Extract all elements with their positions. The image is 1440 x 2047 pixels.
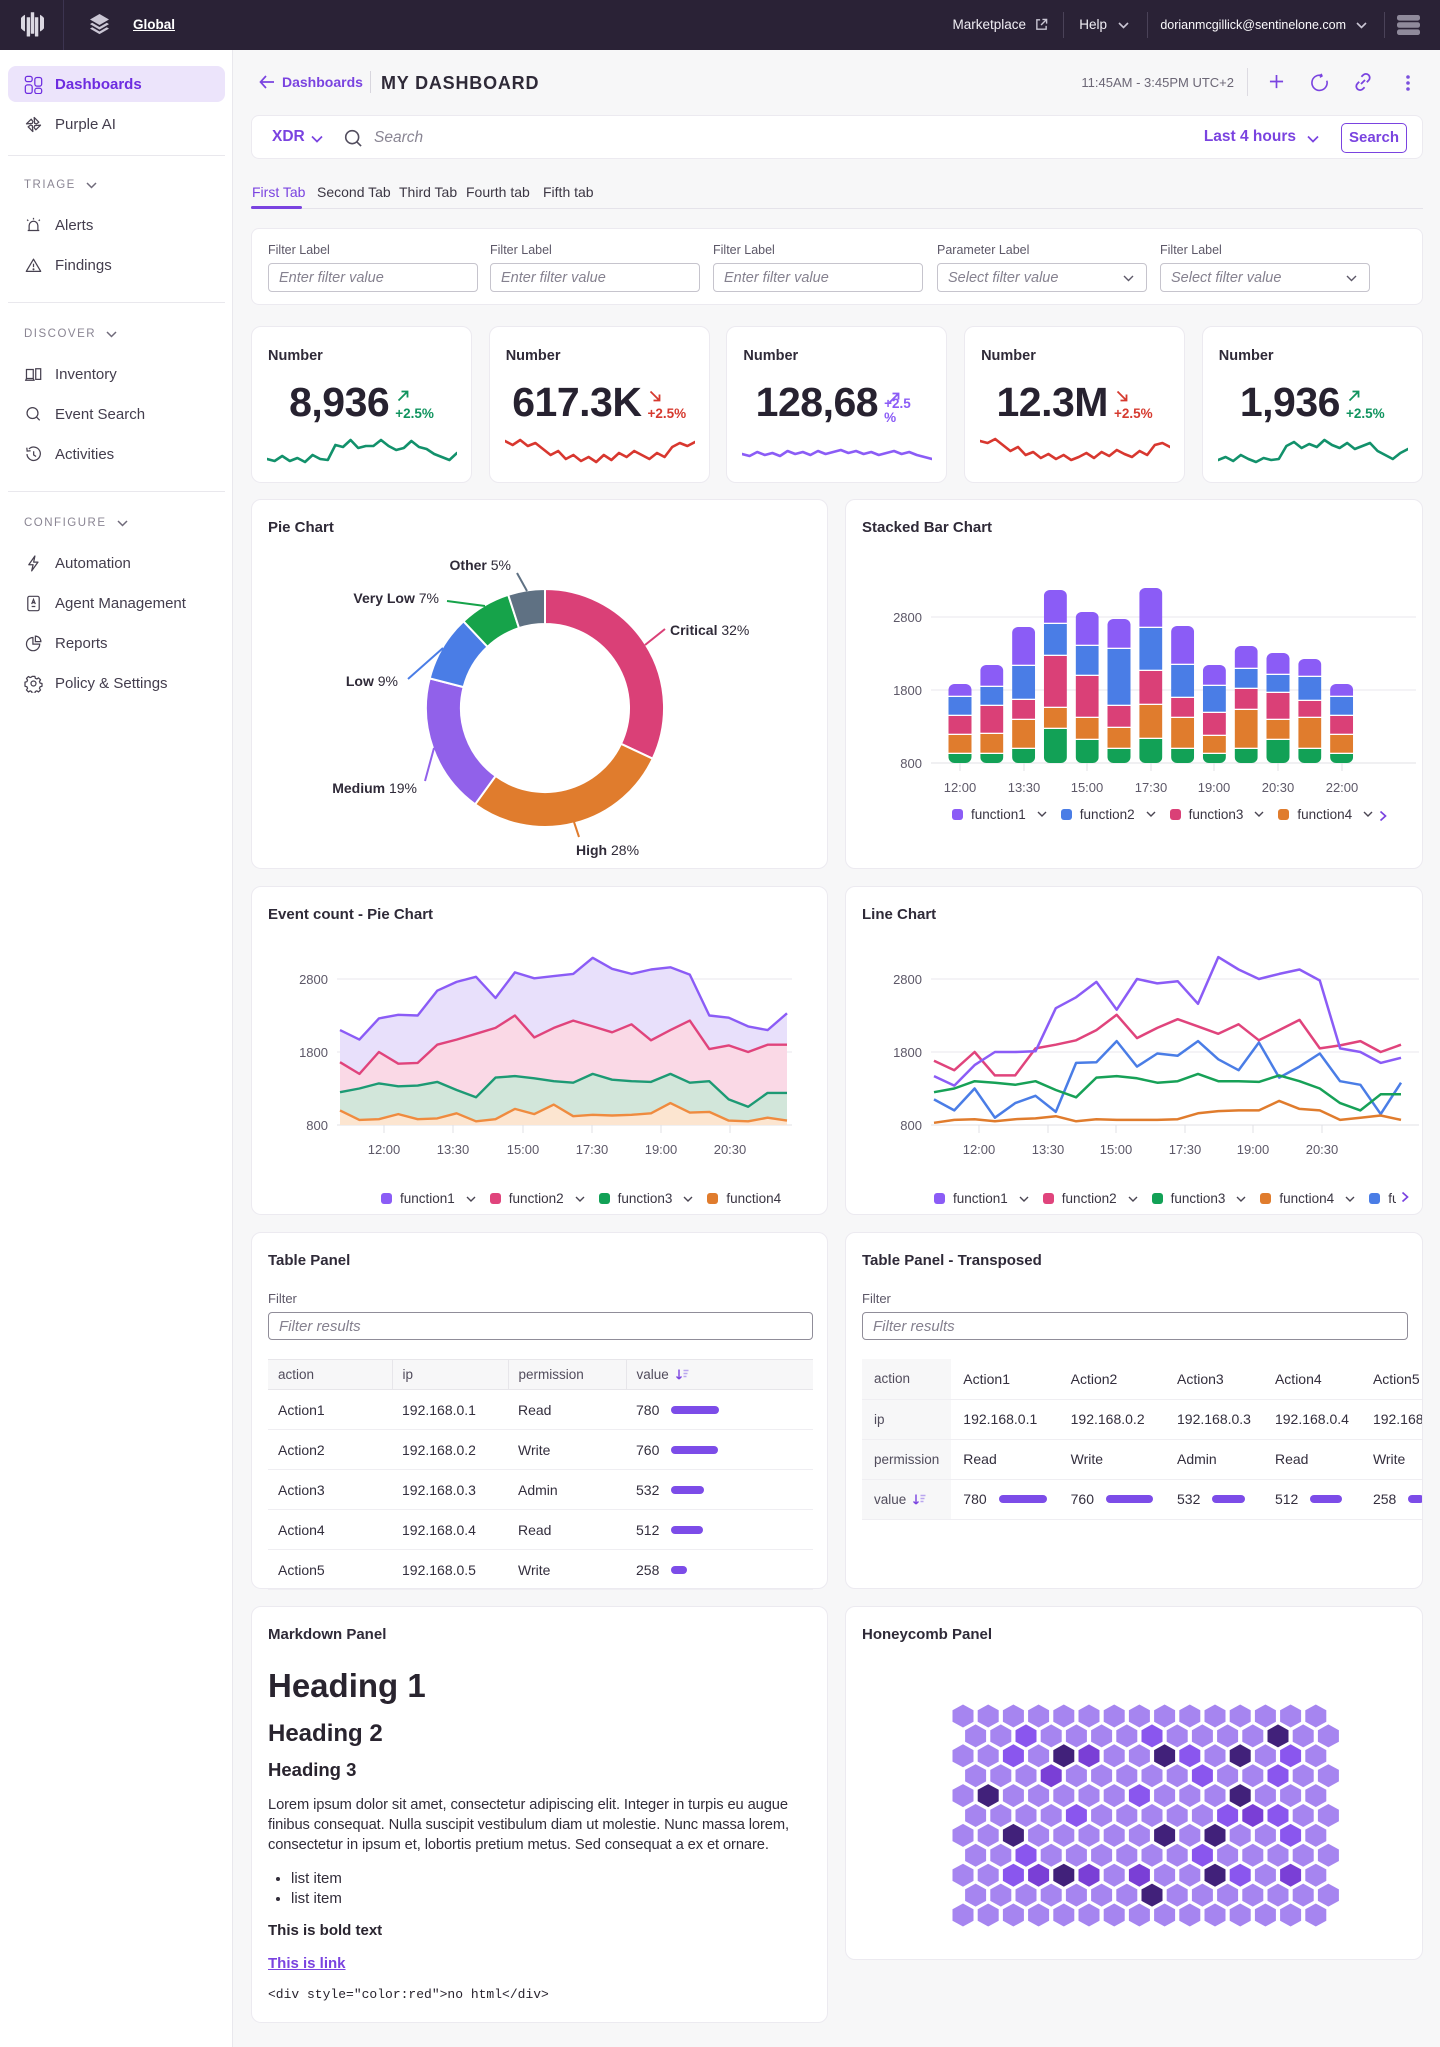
svg-text:Very Low 7%: Very Low 7% [353, 590, 439, 606]
svg-text:12:00: 12:00 [944, 780, 977, 795]
svg-text:15:00: 15:00 [507, 1142, 540, 1157]
svg-text:800: 800 [900, 1118, 922, 1133]
svg-text:13:30: 13:30 [1008, 780, 1041, 795]
svg-text:20:30: 20:30 [1262, 780, 1295, 795]
svg-text:2800: 2800 [893, 610, 922, 625]
svg-text:2800: 2800 [299, 972, 328, 987]
svg-text:20:30: 20:30 [714, 1142, 747, 1157]
svg-text:1800: 1800 [893, 683, 922, 698]
svg-text:19:00: 19:00 [645, 1142, 678, 1157]
svg-text:1800: 1800 [299, 1045, 328, 1060]
svg-text:17:30: 17:30 [1169, 1142, 1202, 1157]
svg-text:17:30: 17:30 [1135, 780, 1168, 795]
svg-text:1800: 1800 [893, 1045, 922, 1060]
svg-text:20:30: 20:30 [1306, 1142, 1339, 1157]
svg-text:Medium 19%: Medium 19% [332, 780, 417, 796]
svg-text:15:00: 15:00 [1071, 780, 1104, 795]
svg-text:13:30: 13:30 [437, 1142, 470, 1157]
svg-text:2800: 2800 [893, 972, 922, 987]
svg-text:15:00: 15:00 [1100, 1142, 1133, 1157]
svg-text:19:00: 19:00 [1198, 780, 1231, 795]
svg-text:22:00: 22:00 [1326, 780, 1359, 795]
svg-text:800: 800 [306, 1118, 328, 1133]
svg-text:Low 9%: Low 9% [346, 673, 398, 689]
svg-text:High 28%: High 28% [576, 842, 639, 858]
svg-text:Other 5%: Other 5% [450, 557, 511, 573]
svg-text:800: 800 [900, 756, 922, 771]
svg-text:12:00: 12:00 [368, 1142, 401, 1157]
svg-text:13:30: 13:30 [1032, 1142, 1065, 1157]
svg-text:17:30: 17:30 [576, 1142, 609, 1157]
svg-text:Critical 32%: Critical 32% [670, 622, 749, 638]
svg-text:12:00: 12:00 [963, 1142, 996, 1157]
svg-text:19:00: 19:00 [1237, 1142, 1270, 1157]
